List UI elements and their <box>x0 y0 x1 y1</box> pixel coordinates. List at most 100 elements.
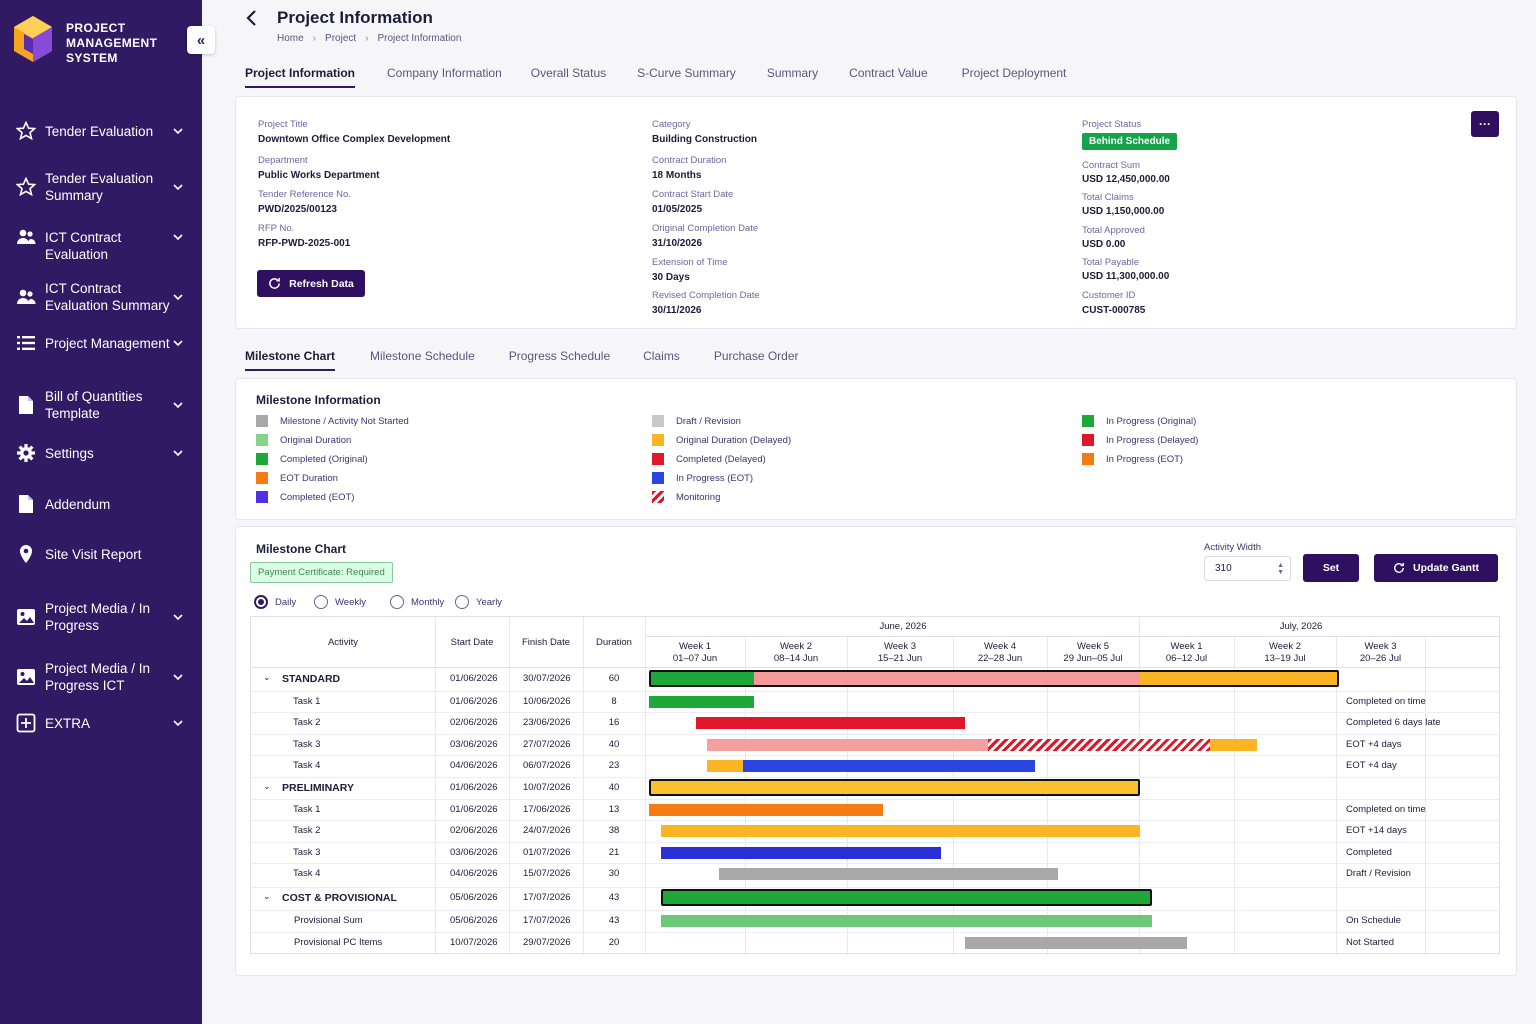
gantt-bar[interactable] <box>964 937 1187 949</box>
group-gantt-bar[interactable] <box>660 889 1152 906</box>
status-note: Draft / Revision <box>1346 868 1411 879</box>
sidebar-item-bill-of-quantities-template[interactable]: Bill of Quantities Template <box>0 385 202 425</box>
refresh-icon <box>269 277 280 289</box>
start-date-cell: 05/06/2026 <box>450 892 498 903</box>
sidebar-item-ict-contract-evaluation[interactable]: ICT Contract Evaluation <box>0 217 202 262</box>
finish-date-cell: 06/07/2026 <box>523 760 571 771</box>
tab-summary[interactable]: Summary <box>766 66 819 80</box>
legend-label: Monitoring <box>676 491 721 503</box>
more-options-button[interactable]: ··· <box>1471 111 1499 137</box>
week-divider <box>745 637 746 955</box>
group-gantt-bar[interactable] <box>649 779 1141 796</box>
breadcrumb-home[interactable]: Home <box>277 33 304 44</box>
sidebar-item-project-media-in-progress-ict[interactable]: Project Media / In Progress ICT <box>0 657 202 697</box>
chart-title: Milestone Chart <box>256 542 347 556</box>
gantt-bar[interactable] <box>988 739 1211 751</box>
sidebar-item-addendum[interactable]: Addendum <box>0 484 202 524</box>
chevron-down-icon[interactable]: ⌄ <box>263 672 271 682</box>
tab-claims[interactable]: Claims <box>643 349 680 363</box>
update-gantt-button[interactable]: Update Gantt <box>1374 554 1498 582</box>
sidebar-item-project-management[interactable]: Project Management <box>0 323 202 363</box>
page-title: Project Information <box>277 8 433 27</box>
collapse-sidebar-button[interactable]: « <box>187 26 215 54</box>
gantt-bar[interactable] <box>719 868 1059 880</box>
chevron-down-icon <box>173 234 183 241</box>
task-row-label: Task 4 <box>293 868 321 879</box>
tab-contract-value[interactable]: Contract Value <box>849 66 928 80</box>
sidebar-item-ict-contract-evaluation-summary[interactable]: ICT Contract Evaluation Summary <box>0 277 202 317</box>
row-divider <box>251 820 1501 821</box>
week-header: Week 1 <box>1170 641 1203 652</box>
group-gantt-bar[interactable] <box>649 670 1339 687</box>
breadcrumb-project[interactable]: Project <box>325 33 357 44</box>
legend-label: EOT Duration <box>280 472 338 484</box>
total-payable-label: Total Payable <box>1082 257 1140 268</box>
users-icon <box>16 227 36 247</box>
tab-progress-schedule[interactable]: Progress Schedule <box>508 349 611 363</box>
view-radio-daily[interactable]: Daily <box>254 595 296 609</box>
group-row-label: COST & PROVISIONAL <box>282 892 397 904</box>
gantt-bar[interactable] <box>1210 739 1258 751</box>
gantt-bar[interactable] <box>660 915 1152 927</box>
start-date-cell: 01/06/2026 <box>450 804 498 815</box>
sidebar-item-tender-evaluation[interactable]: Tender Evaluation <box>0 111 202 151</box>
gantt-bar[interactable] <box>649 696 755 708</box>
legend-item: In Progress (EOT) <box>652 472 753 484</box>
row-divider <box>251 777 1501 778</box>
total-payable-value: USD 11,300,000.00 <box>1082 271 1170 282</box>
chevron-down-icon[interactable]: ⌄ <box>263 891 271 901</box>
legend-swatch <box>652 453 664 465</box>
breadcrumb-current: Project Information <box>377 33 462 44</box>
gantt-bar[interactable] <box>742 760 1035 772</box>
week-header: Week 2 <box>779 641 813 652</box>
gantt-bar[interactable] <box>707 760 743 772</box>
legend-swatch <box>652 434 664 446</box>
sidebar-item-extra[interactable]: EXTRA <box>0 703 202 743</box>
radio-circle <box>254 595 268 609</box>
chevron-down-icon <box>173 128 183 135</box>
column-divider <box>509 617 510 955</box>
status-note: Completed 6 days late <box>1346 717 1441 728</box>
view-radio-yearly[interactable]: Yearly <box>455 595 502 609</box>
activity-width-input[interactable]: 310 ▲ ▼ <box>1204 556 1291 581</box>
gantt-bar[interactable] <box>660 825 1141 837</box>
week-divider <box>1336 637 1337 955</box>
legend-label: Original Duration <box>280 434 352 446</box>
tab-company-information[interactable]: Company Information <box>387 66 502 80</box>
view-radio-monthly[interactable]: Monthly <box>390 595 444 609</box>
sidebar-item-settings[interactable]: Settings <box>0 433 202 473</box>
sidebar-item-site-visit-report[interactable]: Site Visit Report <box>0 534 202 574</box>
column-header-activity: Activity <box>327 637 359 648</box>
start-date-cell: 03/06/2026 <box>450 847 498 858</box>
gantt-segment <box>1140 672 1337 685</box>
tab-purchase-order[interactable]: Purchase Order <box>713 349 799 363</box>
week-header: Week 4 <box>983 641 1017 652</box>
row-divider <box>251 712 1501 713</box>
chevron-down-icon <box>173 614 183 621</box>
gantt-bar[interactable] <box>695 717 965 729</box>
gantt-bar[interactable] <box>707 739 989 751</box>
week-divider <box>1234 637 1235 955</box>
spinner-arrows-icon[interactable]: ▲ ▼ <box>1277 562 1284 576</box>
tab-milestone-schedule[interactable]: Milestone Schedule <box>370 349 475 363</box>
view-radio-weekly[interactable]: Weekly <box>314 595 366 609</box>
week-header: Week 2 <box>1268 641 1302 652</box>
tab-project-deployment[interactable]: Project Deployment <box>961 66 1067 80</box>
legend-item: Completed (Delayed) <box>652 453 766 465</box>
sidebar-item-project-media-in-progress[interactable]: Project Media / In Progress <box>0 597 202 637</box>
total-approved-label: Total Approved <box>1082 225 1145 236</box>
tab-overall-status[interactable]: Overall Status <box>530 66 607 80</box>
main-content: Project Information Home › Project › Proje… <box>202 0 1536 1024</box>
back-arrow-icon[interactable] <box>242 8 262 28</box>
gantt-bar[interactable] <box>660 847 942 859</box>
tab-project-information[interactable]: Project Information <box>245 66 356 88</box>
refresh-data-button[interactable]: Refresh Data <box>257 270 365 297</box>
tab-s-curve-summary[interactable]: S-Curve Summary <box>637 66 736 80</box>
chevron-down-icon[interactable]: ⌄ <box>263 781 271 791</box>
gantt-bar[interactable] <box>649 804 883 816</box>
sidebar-item-tender-evaluation-summary[interactable]: Tender Evaluation Summary <box>0 167 202 207</box>
tab-milestone-chart[interactable]: Milestone Chart <box>245 349 336 371</box>
row-divider <box>251 734 1501 735</box>
finish-date-cell: 27/07/2026 <box>523 739 571 750</box>
set-button[interactable]: Set <box>1303 554 1359 582</box>
